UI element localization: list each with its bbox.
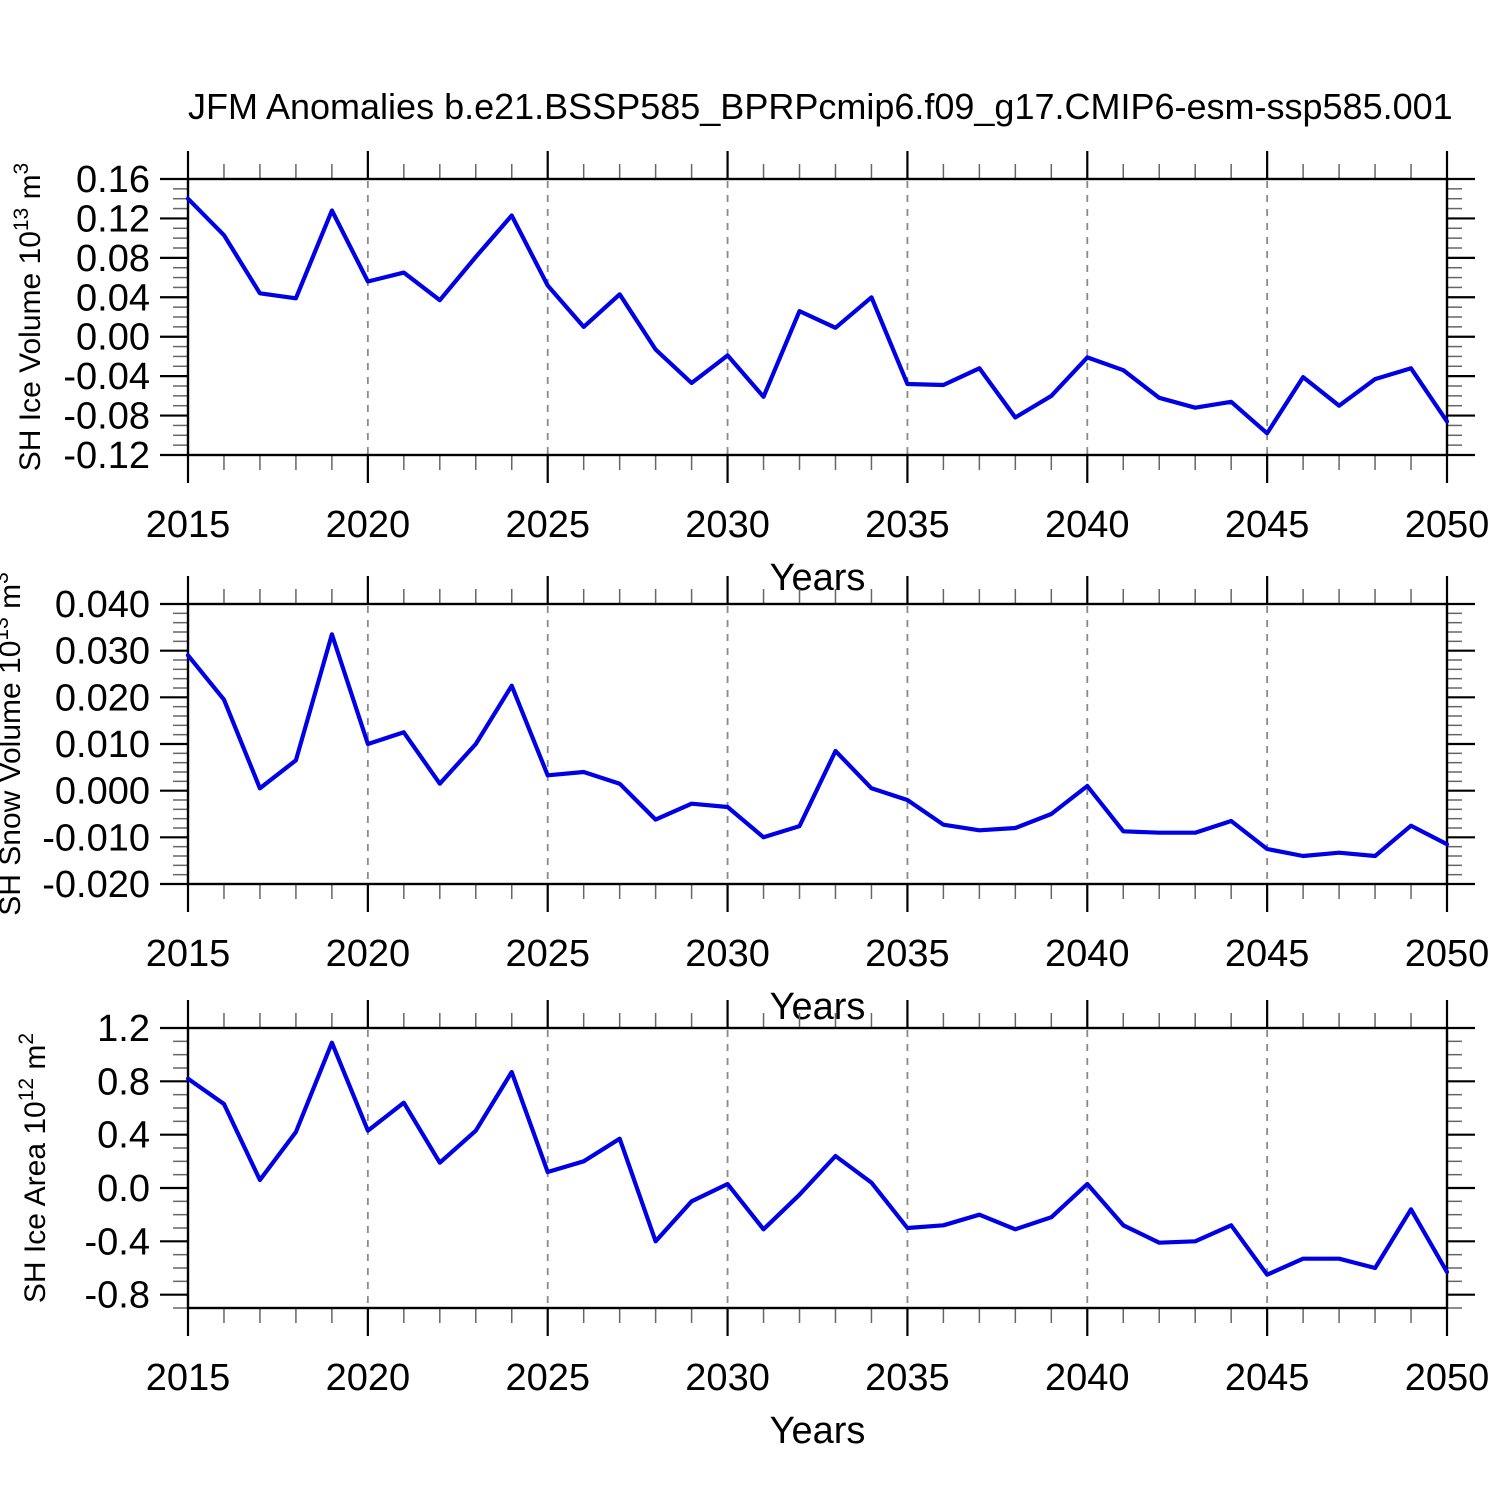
sh-ice-volume-ytick-label: 0.08 bbox=[76, 238, 150, 280]
sh-ice-volume-ytick-label: -0.12 bbox=[63, 435, 150, 477]
x-tick-label: 2045 bbox=[1225, 933, 1310, 975]
x-tick-label: 2035 bbox=[865, 1357, 950, 1399]
page-title: JFM Anomalies b.e21.BSSP585_BPRPcmip6.f0… bbox=[188, 86, 1453, 127]
x-tick-label: 2050 bbox=[1405, 504, 1490, 546]
sh-ice-area-frame bbox=[186, 1026, 1449, 1310]
x-tick-label: 2030 bbox=[685, 1357, 770, 1399]
sh-snow-volume-ytick-label: -0.010 bbox=[42, 817, 150, 859]
x-tick-label: 2050 bbox=[1405, 933, 1490, 975]
sh-snow-volume-ytick-label: 0.010 bbox=[55, 724, 150, 766]
sh-snow-volume-line bbox=[185, 632, 1450, 859]
sh-snow-volume-ytick-label: -0.020 bbox=[42, 864, 150, 906]
x-tick-label: 2020 bbox=[326, 504, 411, 546]
sh-snow-volume-ytick-label: 0.000 bbox=[55, 771, 150, 813]
sh-ice-area-yaxis-title: SH Ice Area 1012 m2 bbox=[15, 1033, 52, 1303]
sh-snow-volume-frame bbox=[186, 602, 1449, 886]
x-tick-label: 2040 bbox=[1045, 1357, 1130, 1399]
sh-ice-area-ytick-label: 0.4 bbox=[97, 1115, 150, 1157]
sh-ice-area-ytick-label: -0.4 bbox=[85, 1221, 150, 1263]
panel-sh-ice-volume: -0.12-0.08-0.040.000.040.080.120.16 2015 2… bbox=[10, 151, 1489, 599]
x-tick-label: 2040 bbox=[1045, 933, 1130, 975]
x-tick-label: 2030 bbox=[685, 933, 770, 975]
x-tick-label: 2025 bbox=[505, 933, 590, 975]
sh-snow-volume-ytick-label: 0.020 bbox=[55, 677, 150, 719]
x-tick-label: 2030 bbox=[685, 504, 770, 546]
sh-snow-volume-ytick-label: 0.030 bbox=[55, 631, 150, 673]
x-tick-label: 2045 bbox=[1225, 504, 1310, 546]
sh-ice-area-xaxis-title: Years bbox=[770, 1410, 866, 1452]
panel-sh-ice-area: -0.8 -0.4 0.0 0.4 0.8 1.2 2015 2020 2025 2030 2035… bbox=[15, 1000, 1489, 1452]
sh-ice-volume-ytick-label: -0.04 bbox=[63, 356, 150, 398]
x-tick-label: 2045 bbox=[1225, 1357, 1310, 1399]
x-tick-label: 2040 bbox=[1045, 504, 1130, 546]
sh-ice-area-ytick-label: -0.8 bbox=[85, 1275, 150, 1317]
sh-ice-volume-ytick-label: 0.12 bbox=[76, 198, 150, 240]
sh-ice-area-ytick-label: 1.2 bbox=[97, 1008, 150, 1050]
sh-ice-volume-ytick-label: 0.00 bbox=[76, 317, 150, 359]
x-tick-label: 2020 bbox=[326, 933, 411, 975]
x-tick-label: 2025 bbox=[505, 1357, 590, 1399]
sh-ice-volume-frame bbox=[186, 177, 1449, 457]
sh-ice-volume-ytick-label: -0.08 bbox=[63, 396, 150, 438]
sh-snow-volume-xaxis-title: Years bbox=[770, 986, 866, 1028]
x-tick-label: 2015 bbox=[146, 1357, 231, 1399]
x-tick-label: 2015 bbox=[146, 504, 231, 546]
sh-ice-volume-line bbox=[185, 196, 1450, 436]
sh-snow-volume-yaxis-title: SH Snow Volume 1013 m3 bbox=[0, 572, 27, 916]
sh-snow-volume-ytick-label: 0.040 bbox=[55, 584, 150, 626]
sh-ice-volume-ytick-label: 0.16 bbox=[76, 159, 150, 201]
x-tick-label: 2025 bbox=[505, 504, 590, 546]
sh-ice-area-ytick-label: 0.0 bbox=[97, 1168, 150, 1210]
x-tick-label: 2015 bbox=[146, 933, 231, 975]
sh-ice-volume-ytick-label: 0.04 bbox=[76, 277, 150, 319]
x-tick-label: 2035 bbox=[865, 504, 950, 546]
x-tick-label: 2050 bbox=[1405, 1357, 1490, 1399]
sh-ice-volume-xaxis-title: Years bbox=[770, 557, 866, 599]
x-tick-label: 2020 bbox=[326, 1357, 411, 1399]
x-tick-label: 2035 bbox=[865, 933, 950, 975]
sh-ice-area-line bbox=[185, 1040, 1450, 1277]
sh-ice-volume-yaxis-title: SH Ice Volume 1013 m3 bbox=[10, 163, 47, 472]
sh-ice-area-ytick-label: 0.8 bbox=[97, 1061, 150, 1103]
